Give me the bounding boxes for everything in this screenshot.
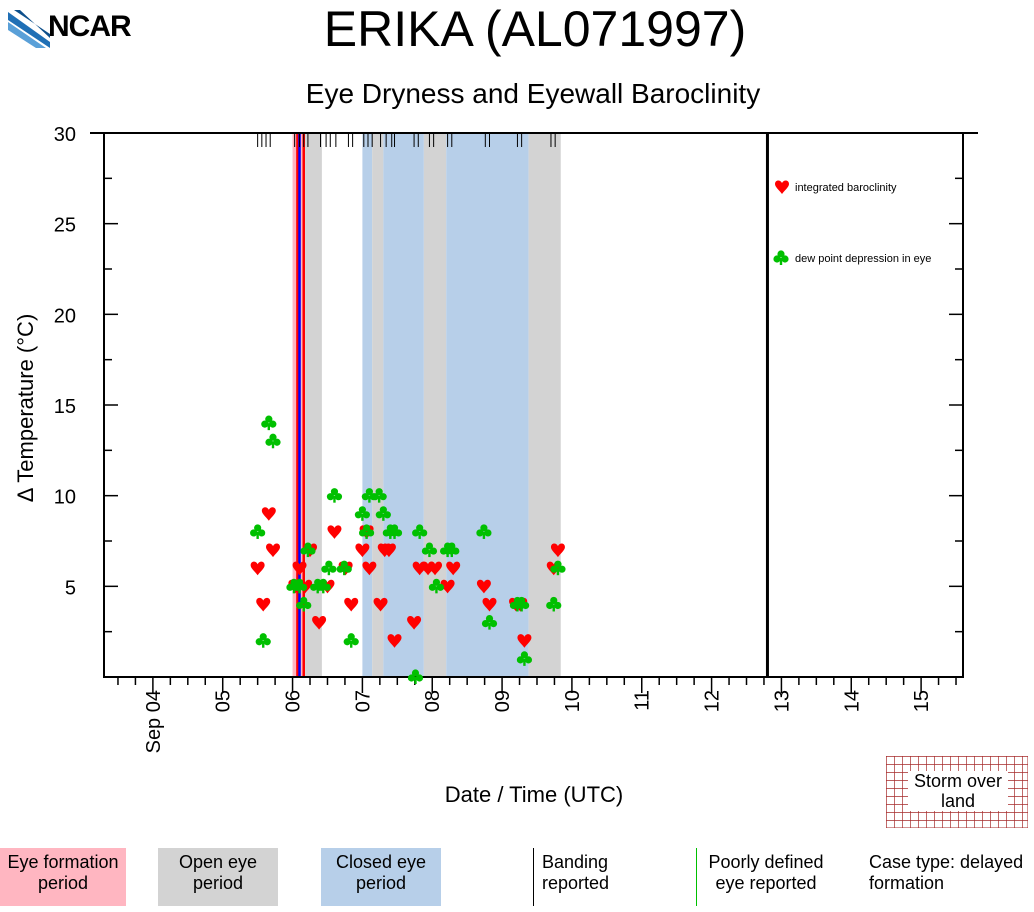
baroclinity-point: [482, 597, 497, 612]
dewpoint-point: [291, 578, 308, 594]
x-tick-label: 11: [632, 690, 654, 711]
baroclinity-point: [250, 561, 265, 576]
closed-period-band-2: [362, 133, 373, 677]
closed-period-band-6: [446, 133, 529, 677]
closed-eye-label: Closed eye period: [335, 852, 427, 893]
dewpoint-point: [375, 506, 391, 521]
open-eye-label: Open eye period: [178, 852, 258, 893]
dewpoint-point: [550, 560, 566, 576]
dewpoint-point: [358, 524, 375, 539]
baroclinity-point: [387, 634, 402, 648]
banding-legend-line: [533, 848, 534, 906]
dewpoint-point: [514, 596, 530, 612]
open-period-band-1: [305, 133, 322, 677]
baroclinity-legend-label: integrated baroclinity: [795, 182, 897, 194]
dewpoint-point: [261, 415, 277, 431]
x-tick-label: 12: [702, 690, 724, 712]
dewpoint-point: [336, 560, 352, 576]
baroclinity-point: [428, 561, 443, 576]
dewpoint-point: [412, 524, 428, 539]
y-axis-label: Δ Temperature (°C): [13, 313, 38, 503]
baroclinity-point: [440, 579, 455, 594]
dewpoint-point: [250, 524, 266, 539]
chart-subtitle: Eye Dryness and Eyewall Baroclinity: [305, 78, 761, 109]
poorly-defined-label: Poorly defined eye reported: [708, 852, 824, 893]
dewpoint-point: [354, 506, 370, 521]
dewpoint-point: [444, 542, 460, 558]
dewpoint-point: [326, 488, 343, 503]
x-tick-label: 14: [841, 690, 863, 712]
dewpoint-point: [255, 633, 271, 648]
x-tick-label: 06: [283, 690, 305, 712]
x-tick-label: 10: [562, 690, 584, 712]
dewpoint-point: [421, 542, 438, 558]
baroclinity-point: [476, 579, 491, 594]
chart-title: ERIKA (AL071997): [323, 1, 747, 57]
baroclinity-point: [407, 616, 422, 630]
baroclinity-point: [550, 543, 565, 558]
banding-label: Banding reported: [542, 852, 610, 893]
eye-formation-label: Eye formation period: [7, 852, 119, 893]
x-tick-label: 08: [422, 690, 444, 712]
dewpoint-point: [481, 615, 498, 630]
dewpoint-legend-marker: [773, 250, 789, 265]
baroclinity-point: [362, 561, 377, 576]
baroclinity-point: [373, 597, 388, 612]
open-eye-legend: Open eye period: [158, 848, 278, 906]
dewpoint-point: [476, 524, 492, 539]
dewpoint-point: [343, 633, 359, 648]
eye-formation-legend: Eye formation period: [0, 848, 126, 906]
y-tick-label: 15: [54, 396, 76, 418]
dewpoint-point: [296, 596, 312, 612]
x-tick-label: 07: [352, 690, 374, 712]
x-axis-label: Date / Time (UTC): [444, 782, 624, 807]
dewpoint-legend-label: dew point depression in eye: [795, 253, 931, 265]
y-tick-label: 25: [54, 215, 76, 237]
baroclinity-point: [344, 597, 359, 612]
closed-period-band-4: [383, 133, 424, 677]
x-tick-label: 09: [492, 690, 514, 712]
dewpoint-point: [516, 651, 533, 666]
dewpoint-point: [265, 433, 281, 449]
dewpoint-point: [386, 524, 403, 539]
y-tick-label: 5: [65, 577, 76, 599]
baroclinity-point: [446, 561, 461, 576]
y-tick-label: 20: [54, 305, 76, 327]
dewpoint-point: [315, 578, 331, 594]
dewpoint-point: [300, 542, 316, 558]
open-period-band-3: [372, 133, 384, 677]
dewpoint-point: [428, 578, 445, 594]
baroclinity-point: [355, 543, 370, 558]
ncar-logo-text: NCAR: [48, 10, 132, 43]
dewpoint-point: [321, 560, 337, 576]
dewpoint-point: [371, 488, 387, 503]
baroclinity-point: [312, 616, 327, 630]
x-tick-label: 13: [771, 690, 793, 712]
baroclinity-point: [327, 525, 342, 539]
baroclinity-point: [292, 561, 307, 576]
baroclinity-point: [517, 634, 532, 648]
x-tick-label: Sep 04: [143, 690, 165, 753]
y-tick-label: 30: [54, 124, 76, 146]
baroclinity-point: [266, 543, 281, 558]
closed-eye-legend: Closed eye period: [321, 848, 441, 906]
ncar-logo-icon: [8, 10, 50, 48]
x-tick-label: 05: [213, 690, 235, 712]
x-tick-label: 15: [911, 690, 933, 712]
case-type-label: Case type: delayed formation: [869, 852, 1024, 893]
baroclinity-point: [256, 597, 271, 612]
open-period-band-5: [423, 133, 447, 677]
baroclinity-legend-marker: [775, 180, 789, 194]
baroclinity-point: [261, 507, 276, 521]
dewpoint-point: [407, 669, 424, 684]
open-period-band-7: [528, 133, 561, 677]
dewpoint-point: [546, 596, 562, 612]
baroclinity-point: [381, 543, 396, 558]
poorly-defined-legend-line: [696, 848, 697, 906]
y-tick-label: 10: [54, 487, 76, 509]
storm-over-land-label: Storm over land: [908, 771, 1008, 811]
